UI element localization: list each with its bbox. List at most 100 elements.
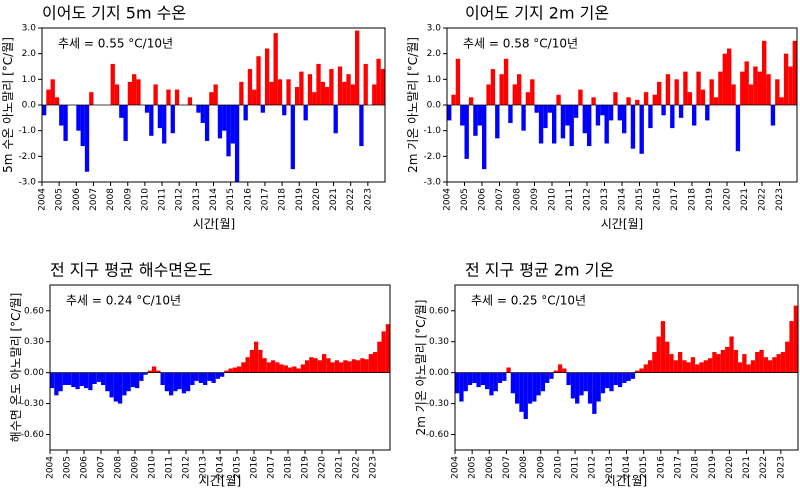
bar	[763, 357, 768, 373]
bar	[237, 366, 242, 373]
bar	[592, 372, 597, 414]
bar	[123, 105, 128, 141]
bar	[234, 105, 240, 182]
bar	[294, 87, 300, 105]
bar	[217, 105, 223, 139]
bar	[305, 360, 310, 373]
x-tick-label: 2015	[635, 188, 645, 211]
bar	[215, 372, 220, 379]
x-tick-label: 2008	[513, 188, 523, 211]
bar	[249, 349, 254, 373]
x-tick-label: 2006	[72, 188, 82, 211]
y-tick-label: -1.0	[18, 126, 36, 136]
y-axis-label: 해수면 온도 아노말리 [°C/월]	[9, 293, 23, 443]
bar	[385, 324, 390, 373]
bar	[101, 372, 106, 386]
bar	[722, 53, 727, 105]
y-tick-label: -0.60	[21, 430, 45, 440]
bar	[540, 372, 546, 392]
x-tick-label: 2005	[468, 456, 478, 479]
bar	[42, 105, 47, 116]
y-tick-label: 2.0	[22, 49, 37, 59]
bar	[162, 105, 167, 144]
bar	[222, 105, 227, 131]
bar	[330, 362, 335, 373]
bar	[557, 364, 563, 373]
bar	[262, 358, 267, 373]
bar	[160, 372, 165, 386]
bar	[660, 321, 666, 373]
bar	[105, 372, 110, 392]
bar	[735, 105, 741, 152]
y-tick-label: 0.00	[429, 368, 449, 378]
bar	[139, 372, 144, 381]
bar	[669, 354, 674, 373]
bar	[643, 92, 649, 105]
y-tick-label: 0.0	[427, 101, 442, 111]
x-tick-label: 2008	[519, 456, 529, 479]
bar	[731, 84, 736, 105]
bar	[609, 372, 614, 392]
x-tick-label: 2007	[502, 456, 512, 479]
bar	[677, 352, 683, 373]
bar	[174, 89, 180, 105]
y-tick-label: -2.0	[423, 152, 441, 162]
bar	[198, 372, 203, 383]
y-tick-label: 1.0	[427, 75, 442, 85]
x-tick-label: 2016	[243, 188, 253, 211]
bar	[713, 97, 719, 105]
bar	[617, 105, 622, 121]
bar	[591, 97, 596, 105]
bar	[530, 79, 535, 105]
bar	[347, 361, 352, 373]
bar	[303, 105, 308, 121]
x-tick-label: 2016	[653, 188, 663, 211]
bar	[630, 372, 636, 379]
bar	[309, 357, 314, 373]
bar	[780, 352, 786, 373]
y-tick-label: 0.30	[24, 337, 44, 347]
bar	[275, 362, 280, 373]
x-tick-label: 2011	[165, 456, 175, 479]
bar	[354, 30, 360, 105]
bar	[346, 74, 351, 105]
bar	[170, 105, 175, 134]
bar	[682, 360, 687, 373]
bar	[147, 370, 152, 373]
bar	[789, 321, 794, 373]
bar	[776, 354, 781, 373]
bar	[757, 71, 762, 105]
bar	[525, 92, 531, 105]
bar	[203, 372, 208, 386]
bar	[515, 372, 520, 404]
x-tick-label: 2015	[639, 456, 649, 479]
x-tick-label: 2022	[758, 188, 768, 211]
bar	[521, 105, 526, 131]
bar	[307, 74, 313, 105]
bar	[360, 358, 365, 373]
bar	[359, 105, 364, 147]
bar	[497, 372, 503, 383]
bar	[266, 362, 271, 373]
x-tick-label: 2014	[622, 456, 632, 479]
x-tick-label: 2011	[565, 188, 575, 211]
x-tick-label: 2014	[618, 188, 628, 211]
bar	[143, 372, 148, 375]
bar	[643, 364, 648, 373]
bar	[552, 105, 557, 144]
bar	[62, 372, 67, 386]
bar	[213, 84, 218, 105]
y-tick-label: 0.00	[24, 368, 44, 378]
x-tick-label: 2006	[478, 188, 488, 211]
bar	[661, 105, 666, 116]
bar	[600, 105, 605, 116]
y-tick-label: 0.0	[22, 101, 37, 111]
bar	[54, 372, 59, 396]
bar	[166, 89, 171, 105]
bar	[569, 105, 574, 147]
bar	[489, 372, 494, 396]
bar	[499, 74, 504, 105]
x-tick-label: 2018	[284, 456, 294, 479]
bar	[220, 372, 225, 377]
bar	[339, 362, 344, 373]
